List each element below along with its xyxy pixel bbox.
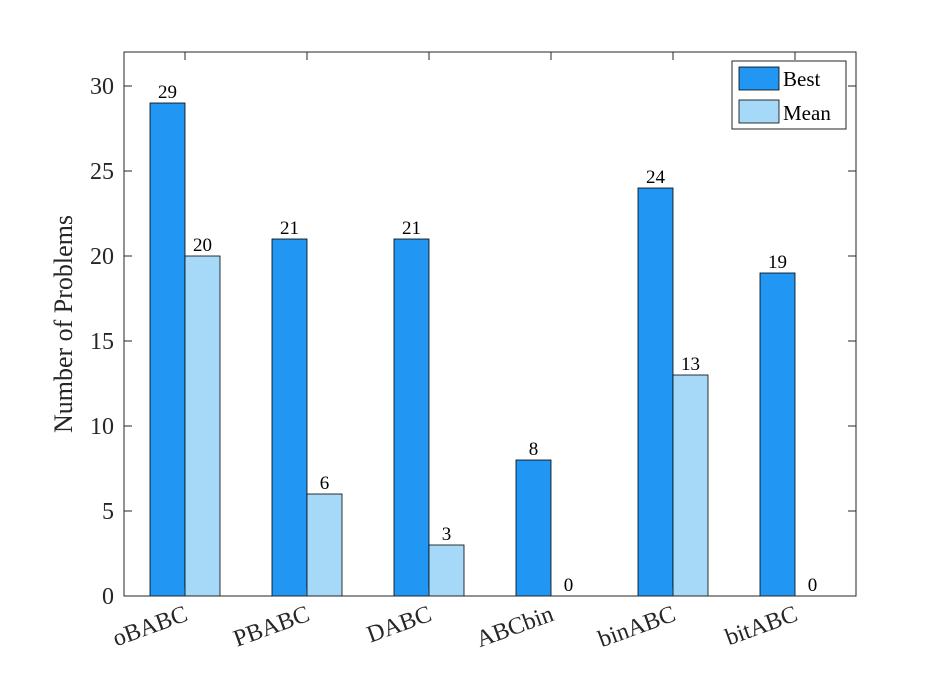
y-tick-label: 0 — [102, 584, 114, 610]
y-tick-label: 20 — [90, 244, 114, 270]
bar-mean-obabc — [184, 255, 221, 597]
bar-best-obabc — [149, 102, 186, 597]
data-label-best-binabc: 24 — [646, 167, 666, 188]
data-label-mean-pbabc: 6 — [320, 473, 330, 494]
bar-best-dabc — [393, 238, 430, 597]
data-label-mean-bitabc: 0 — [808, 575, 818, 596]
x-tick-label-binabc: binABC — [595, 601, 679, 653]
legend-swatch-best — [738, 66, 780, 91]
y-tick-label: 10 — [90, 414, 114, 440]
x-tick-label-bitabc: bitABC — [722, 601, 801, 651]
data-label-best-abcbin: 8 — [529, 439, 539, 460]
legend-swatch-mean — [738, 99, 780, 124]
bar-best-abcbin — [515, 459, 552, 597]
bar-mean-pbabc — [306, 493, 343, 597]
bar-mean-dabc — [428, 544, 465, 597]
y-tick-label: 15 — [90, 329, 114, 355]
x-tick-label-pbabc: PBABC — [230, 601, 313, 652]
data-label-mean-dabc: 3 — [442, 524, 452, 545]
data-label-best-pbabc: 21 — [280, 218, 299, 239]
legend-label-mean: Mean — [783, 101, 831, 125]
data-label-best-bitabc: 19 — [768, 252, 787, 273]
y-axis-label: Number of Problems — [49, 215, 78, 433]
bar-mean-binabc — [672, 374, 709, 597]
legend-label-best: Best — [783, 67, 821, 91]
data-label-best-dabc: 21 — [402, 218, 421, 239]
y-tick-label: 25 — [90, 159, 114, 185]
x-tick-label-obabc: oBABC — [109, 601, 191, 652]
x-tick-label-dabc: DABC — [363, 601, 435, 648]
data-label-best-obabc: 29 — [158, 82, 177, 103]
bar-best-binabc — [637, 187, 674, 597]
plot-area-frame — [123, 51, 857, 597]
bar-best-bitabc — [759, 272, 796, 597]
bar-best-pbabc — [271, 238, 308, 597]
y-tick-label: 5 — [102, 499, 114, 525]
y-tick-label: 30 — [90, 74, 114, 100]
data-label-mean-binabc: 13 — [681, 354, 700, 375]
data-label-mean-obabc: 20 — [193, 235, 212, 256]
data-label-mean-abcbin: 0 — [564, 575, 574, 596]
x-tick-label-abcbin: ABCbin — [473, 601, 557, 653]
legend: Best Mean — [731, 60, 847, 130]
